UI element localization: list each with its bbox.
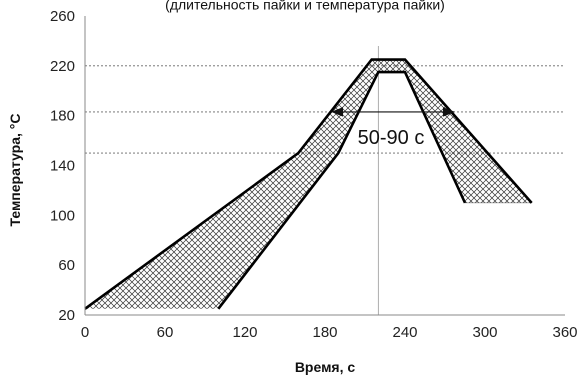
y-tick-label: 260 <box>50 8 75 25</box>
x-tick-label: 120 <box>232 324 257 341</box>
x-tick-label: 240 <box>392 324 417 341</box>
y-tick-label: 60 <box>58 257 75 274</box>
process-window-area <box>85 59 532 309</box>
y-tick-label: 180 <box>50 108 75 125</box>
x-tick-label: 180 <box>312 324 337 341</box>
duration-label: 50-90 с <box>358 127 425 149</box>
y-tick-label: 100 <box>50 207 75 224</box>
tick-labels: 0 60 120 180 240 300 360 20 60 100 140 180 220 260 <box>50 8 578 341</box>
y-axis-title: Температура, °C <box>7 113 23 226</box>
x-tick-label: 60 <box>157 324 174 341</box>
x-tick-label: 0 <box>81 324 89 341</box>
axes <box>84 16 565 316</box>
hatched-region <box>85 59 532 309</box>
y-tick-label: 140 <box>50 158 75 175</box>
y-tick-label: 220 <box>50 58 75 75</box>
x-tick-label: 300 <box>472 324 497 341</box>
x-axis-title: Время, с <box>295 359 356 375</box>
chart-title-fragment: (длительность пайки и температура пайки) <box>165 0 445 12</box>
annotation: 50-90 с <box>331 107 455 149</box>
x-tick-label: 360 <box>552 324 577 341</box>
y-tick-label: 20 <box>58 307 75 324</box>
